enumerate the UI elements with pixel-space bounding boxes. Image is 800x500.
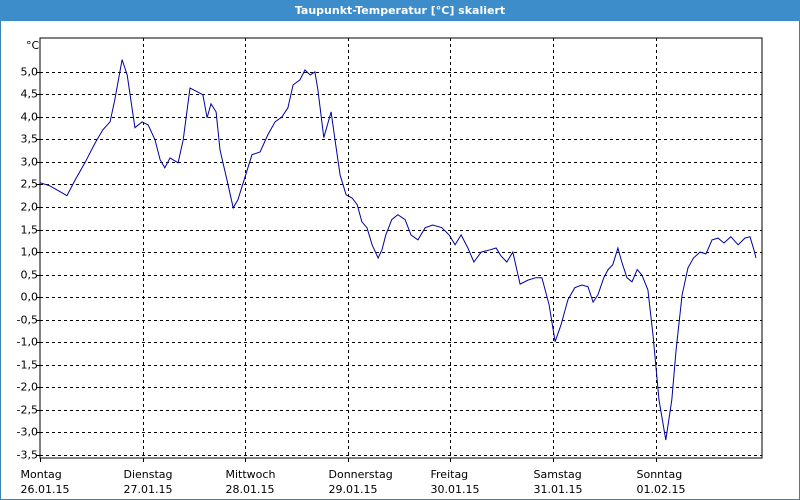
y-tick-label: -2,5 bbox=[17, 404, 38, 417]
line-series bbox=[39, 59, 757, 441]
y-unit: °C bbox=[26, 39, 40, 52]
plot-frame bbox=[39, 37, 763, 459]
y-tick-label: 2,0 bbox=[21, 201, 39, 214]
x-tick-date: 27.01.15 bbox=[124, 483, 173, 496]
y-tick-label: 1,5 bbox=[21, 224, 39, 237]
y-tick-label: 3,0 bbox=[21, 156, 39, 169]
x-tick-label: Donnerstag bbox=[329, 468, 393, 481]
y-tick-label: -1,0 bbox=[17, 336, 38, 349]
x-tick-label: Samstag bbox=[534, 468, 582, 481]
x-tick-label: Dienstag bbox=[124, 468, 173, 481]
x-tick-label: Sonntag bbox=[637, 468, 683, 481]
y-tick-label: -1,5 bbox=[17, 359, 38, 372]
y-tick-label: 2,5 bbox=[21, 178, 39, 191]
title-bar bbox=[0, 0, 800, 21]
y-tick-label: 4,5 bbox=[21, 88, 39, 101]
y-tick-label: -0,5 bbox=[17, 314, 38, 327]
y-tick-label: -3,0 bbox=[17, 426, 38, 439]
x-tick-label: Montag bbox=[21, 468, 62, 481]
y-tick-label: 4,0 bbox=[21, 111, 39, 124]
x-tick-date: 30.01.15 bbox=[431, 483, 480, 496]
x-tick-date: 31.01.15 bbox=[534, 483, 583, 496]
y-tick-label: -2,0 bbox=[17, 381, 38, 394]
x-tick-date: 28.01.15 bbox=[226, 483, 275, 496]
chart-title: Taupunkt-Temperatur [°C] skaliert bbox=[295, 4, 505, 17]
y-tick-label: 3,5 bbox=[21, 133, 39, 146]
y-tick-label: 0,5 bbox=[21, 269, 39, 282]
x-tick-date: 26.01.15 bbox=[21, 483, 70, 496]
y-tick-label: 1,0 bbox=[21, 246, 39, 259]
x-tick-label: Mittwoch bbox=[226, 468, 276, 481]
y-tick-label: -3,5 bbox=[17, 449, 38, 462]
y-tick-label: 5,0 bbox=[21, 66, 39, 79]
x-tick-label: Freitag bbox=[431, 468, 469, 481]
x-tick-date: 29.01.15 bbox=[329, 483, 378, 496]
x-tick-date: 01.02.15 bbox=[637, 483, 686, 496]
y-tick-label: 0,0 bbox=[21, 291, 39, 304]
